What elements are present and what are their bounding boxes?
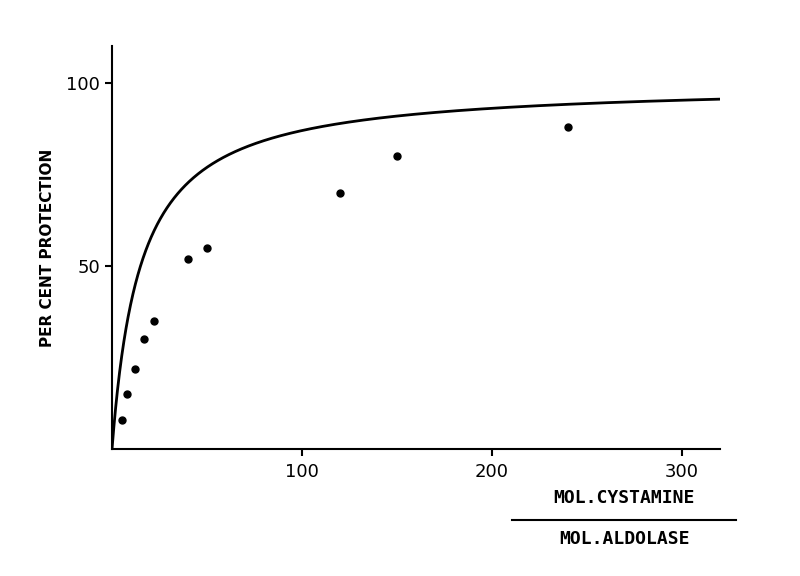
Y-axis label: PER CENT PROTECTION: PER CENT PROTECTION: [40, 149, 55, 347]
Text: MOL.ALDOLASE: MOL.ALDOLASE: [558, 529, 690, 548]
Text: MOL.CYSTAMINE: MOL.CYSTAMINE: [554, 489, 694, 507]
